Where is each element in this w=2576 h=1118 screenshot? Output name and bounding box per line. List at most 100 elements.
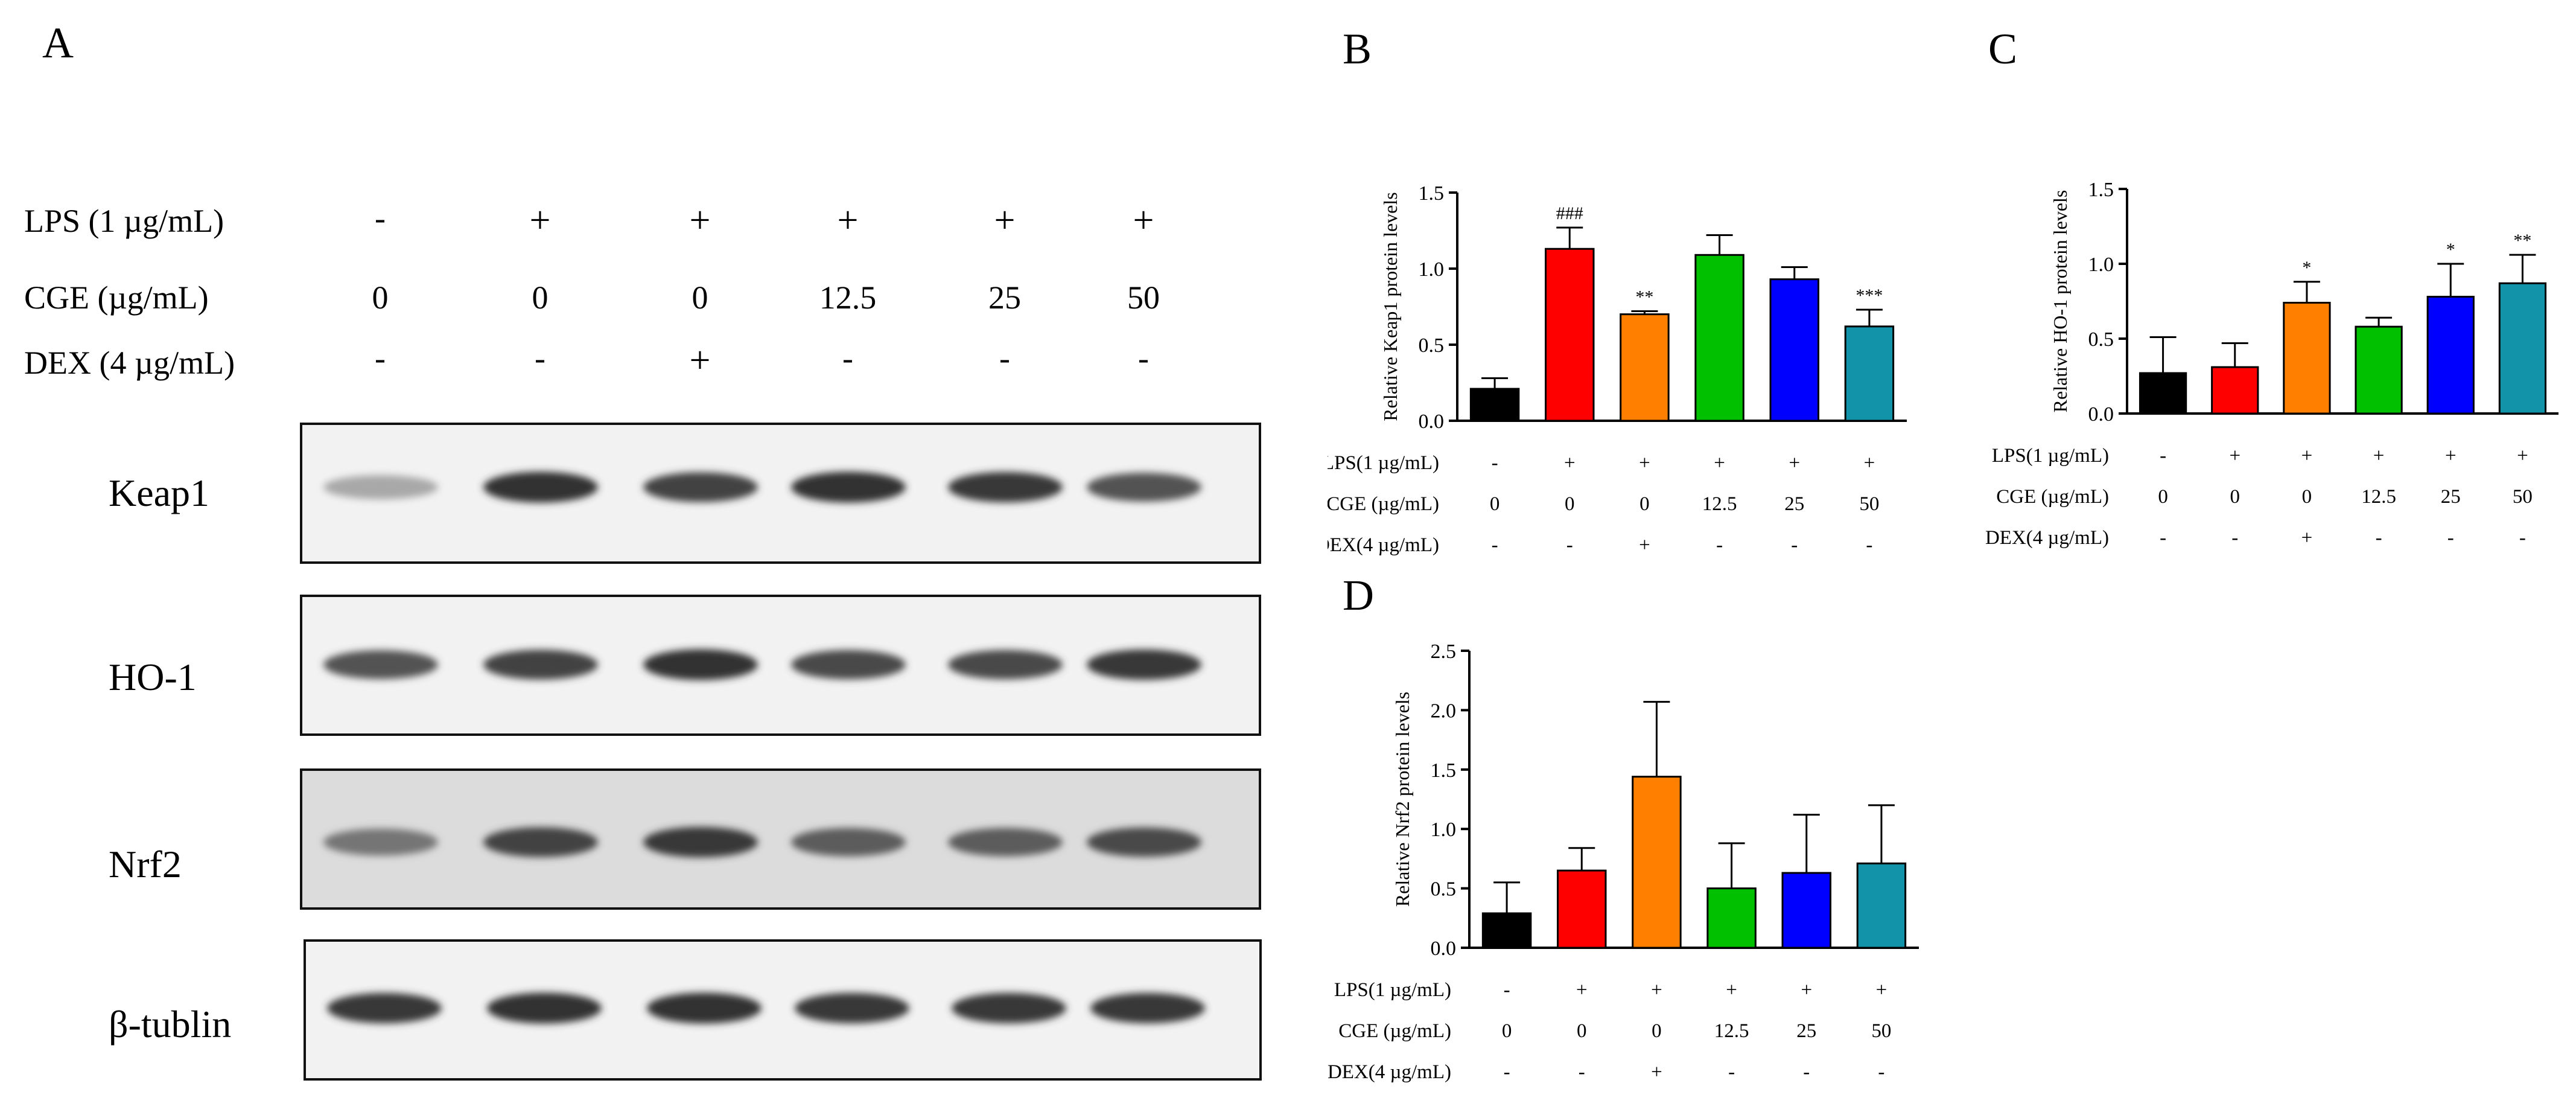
condition-value: 0 [1652,1020,1662,1042]
condition-label: LPS(1 µg/mL) [1992,445,2109,467]
condition-value: 25 [1796,1020,1816,1042]
condition-value: + [2517,445,2528,467]
wb-cond-value: 0 [532,280,549,316]
y-axis-label: Relative Keap1 protein levels [1379,192,1401,421]
y-tick-label: 0.5 [1431,878,1457,901]
y-tick-label: 0.5 [2088,328,2114,351]
bar [1856,862,1907,949]
tubulin-blot [304,939,1262,1081]
bar [2139,372,2187,415]
condition-value: + [1876,979,1887,1001]
bar [1545,248,1595,422]
condition-value: - [1504,979,1510,1001]
bar [2283,301,2331,415]
wb-cond-value: + [1133,200,1154,241]
significance-mark: ### [1556,203,1583,223]
condition-value: - [1878,1061,1884,1083]
nrf2-bands [323,826,1201,858]
bar [1694,254,1744,422]
y-tick-label: 1.5 [2088,179,2114,201]
band [323,650,438,679]
y-tick-label: 0.0 [1431,938,1457,960]
band [483,827,598,857]
y-axis-label: Relative HO-1 protein levels [2049,190,2071,413]
band [647,992,762,1024]
chart-b: 0.0 0.5 1.0 1.5 Relative Keap1 protein level… [1328,182,1907,556]
condition-value: + [1714,452,1725,474]
condition-value: - [2160,445,2166,467]
bar [1481,912,1532,949]
band [1087,649,1201,680]
wb-lps-label: LPS (1 µg/mL) [24,203,224,239]
keap1-blot [300,423,1261,564]
y-tick-label: 1.0 [1431,819,1457,841]
bar [1781,872,1831,949]
band [327,992,442,1024]
condition-value: - [1492,534,1498,556]
band [643,649,758,680]
bar [1632,776,1682,949]
condition-value: + [1801,979,1812,1001]
condition-value: 0 [2230,486,2240,508]
bar [2498,282,2547,415]
wb-cond-value: 25 [988,280,1021,316]
condition-value: + [1564,452,1576,474]
condition-value: - [1728,1061,1735,1083]
band [795,992,909,1024]
chart-d: 0.0 0.5 1.0 1.5 2.0 2.5 Relative Nrf2 protein … [1328,640,1919,1083]
condition-value: - [2447,527,2454,549]
condition-label: DEX(4 µg/mL) [1328,1061,1451,1083]
wb-cond-value: 0 [372,280,389,316]
bar [2355,325,2403,415]
condition-value: + [1651,1061,1662,1083]
significance-mark: * [2302,258,2311,278]
wb-cond-value: - [375,340,386,376]
band [483,471,598,503]
bar [1620,313,1670,422]
condition-value: - [2231,527,2238,549]
condition-label: LPS(1 µg/mL) [1328,452,1439,474]
panel-letter-d: D [1343,571,1374,619]
wb-dex-label: DEX (4 µg/mL) [24,345,235,381]
wb-cond-value: - [999,340,1010,376]
wb-cond-value: - [375,200,386,236]
condition-value: - [2519,527,2526,549]
tubulin-bands [327,992,1205,1024]
wb-cond-value: + [689,340,711,381]
condition-value: + [2301,445,2313,467]
condition-value: 12.5 [1702,493,1737,515]
condition-value: 12.5 [2361,486,2396,508]
condition-value: + [1576,979,1588,1001]
condition-label: CGE (µg/mL) [1338,1020,1451,1042]
y-tick-label: 0.5 [1419,334,1445,357]
significance-mark: ** [2513,231,2531,251]
condition-value: + [2229,445,2240,467]
panel-letter-c: C [1988,25,2018,73]
band [948,828,1063,857]
condition-value: + [1639,452,1650,474]
band [1090,992,1205,1024]
nrf2-blot [300,768,1261,910]
significance-mark: ** [1635,287,1653,307]
y-tick-label: 1.0 [2088,254,2114,276]
bar [1706,887,1757,949]
wb-cond-value: + [994,200,1016,241]
condition-value: - [1566,534,1573,556]
y-tick-label: 2.5 [1431,640,1457,663]
bar [1844,325,1895,422]
condition-value: 0 [1502,1020,1512,1042]
band [791,471,906,503]
condition-value: 0 [2158,486,2168,508]
band [1087,473,1201,502]
condition-value: - [1579,1061,1585,1083]
condition-value: 0 [1577,1020,1587,1042]
wb-cond-value: - [842,340,853,376]
condition-label: DEX(4 µg/mL) [1985,527,2109,549]
condition-value: - [1866,534,1872,556]
condition-value: - [1791,534,1798,556]
bar [1557,869,1607,949]
band [323,475,438,499]
condition-value: + [1789,452,1800,474]
wb-cond-value: 12.5 [819,280,877,316]
wb-cond-value: + [529,200,551,241]
